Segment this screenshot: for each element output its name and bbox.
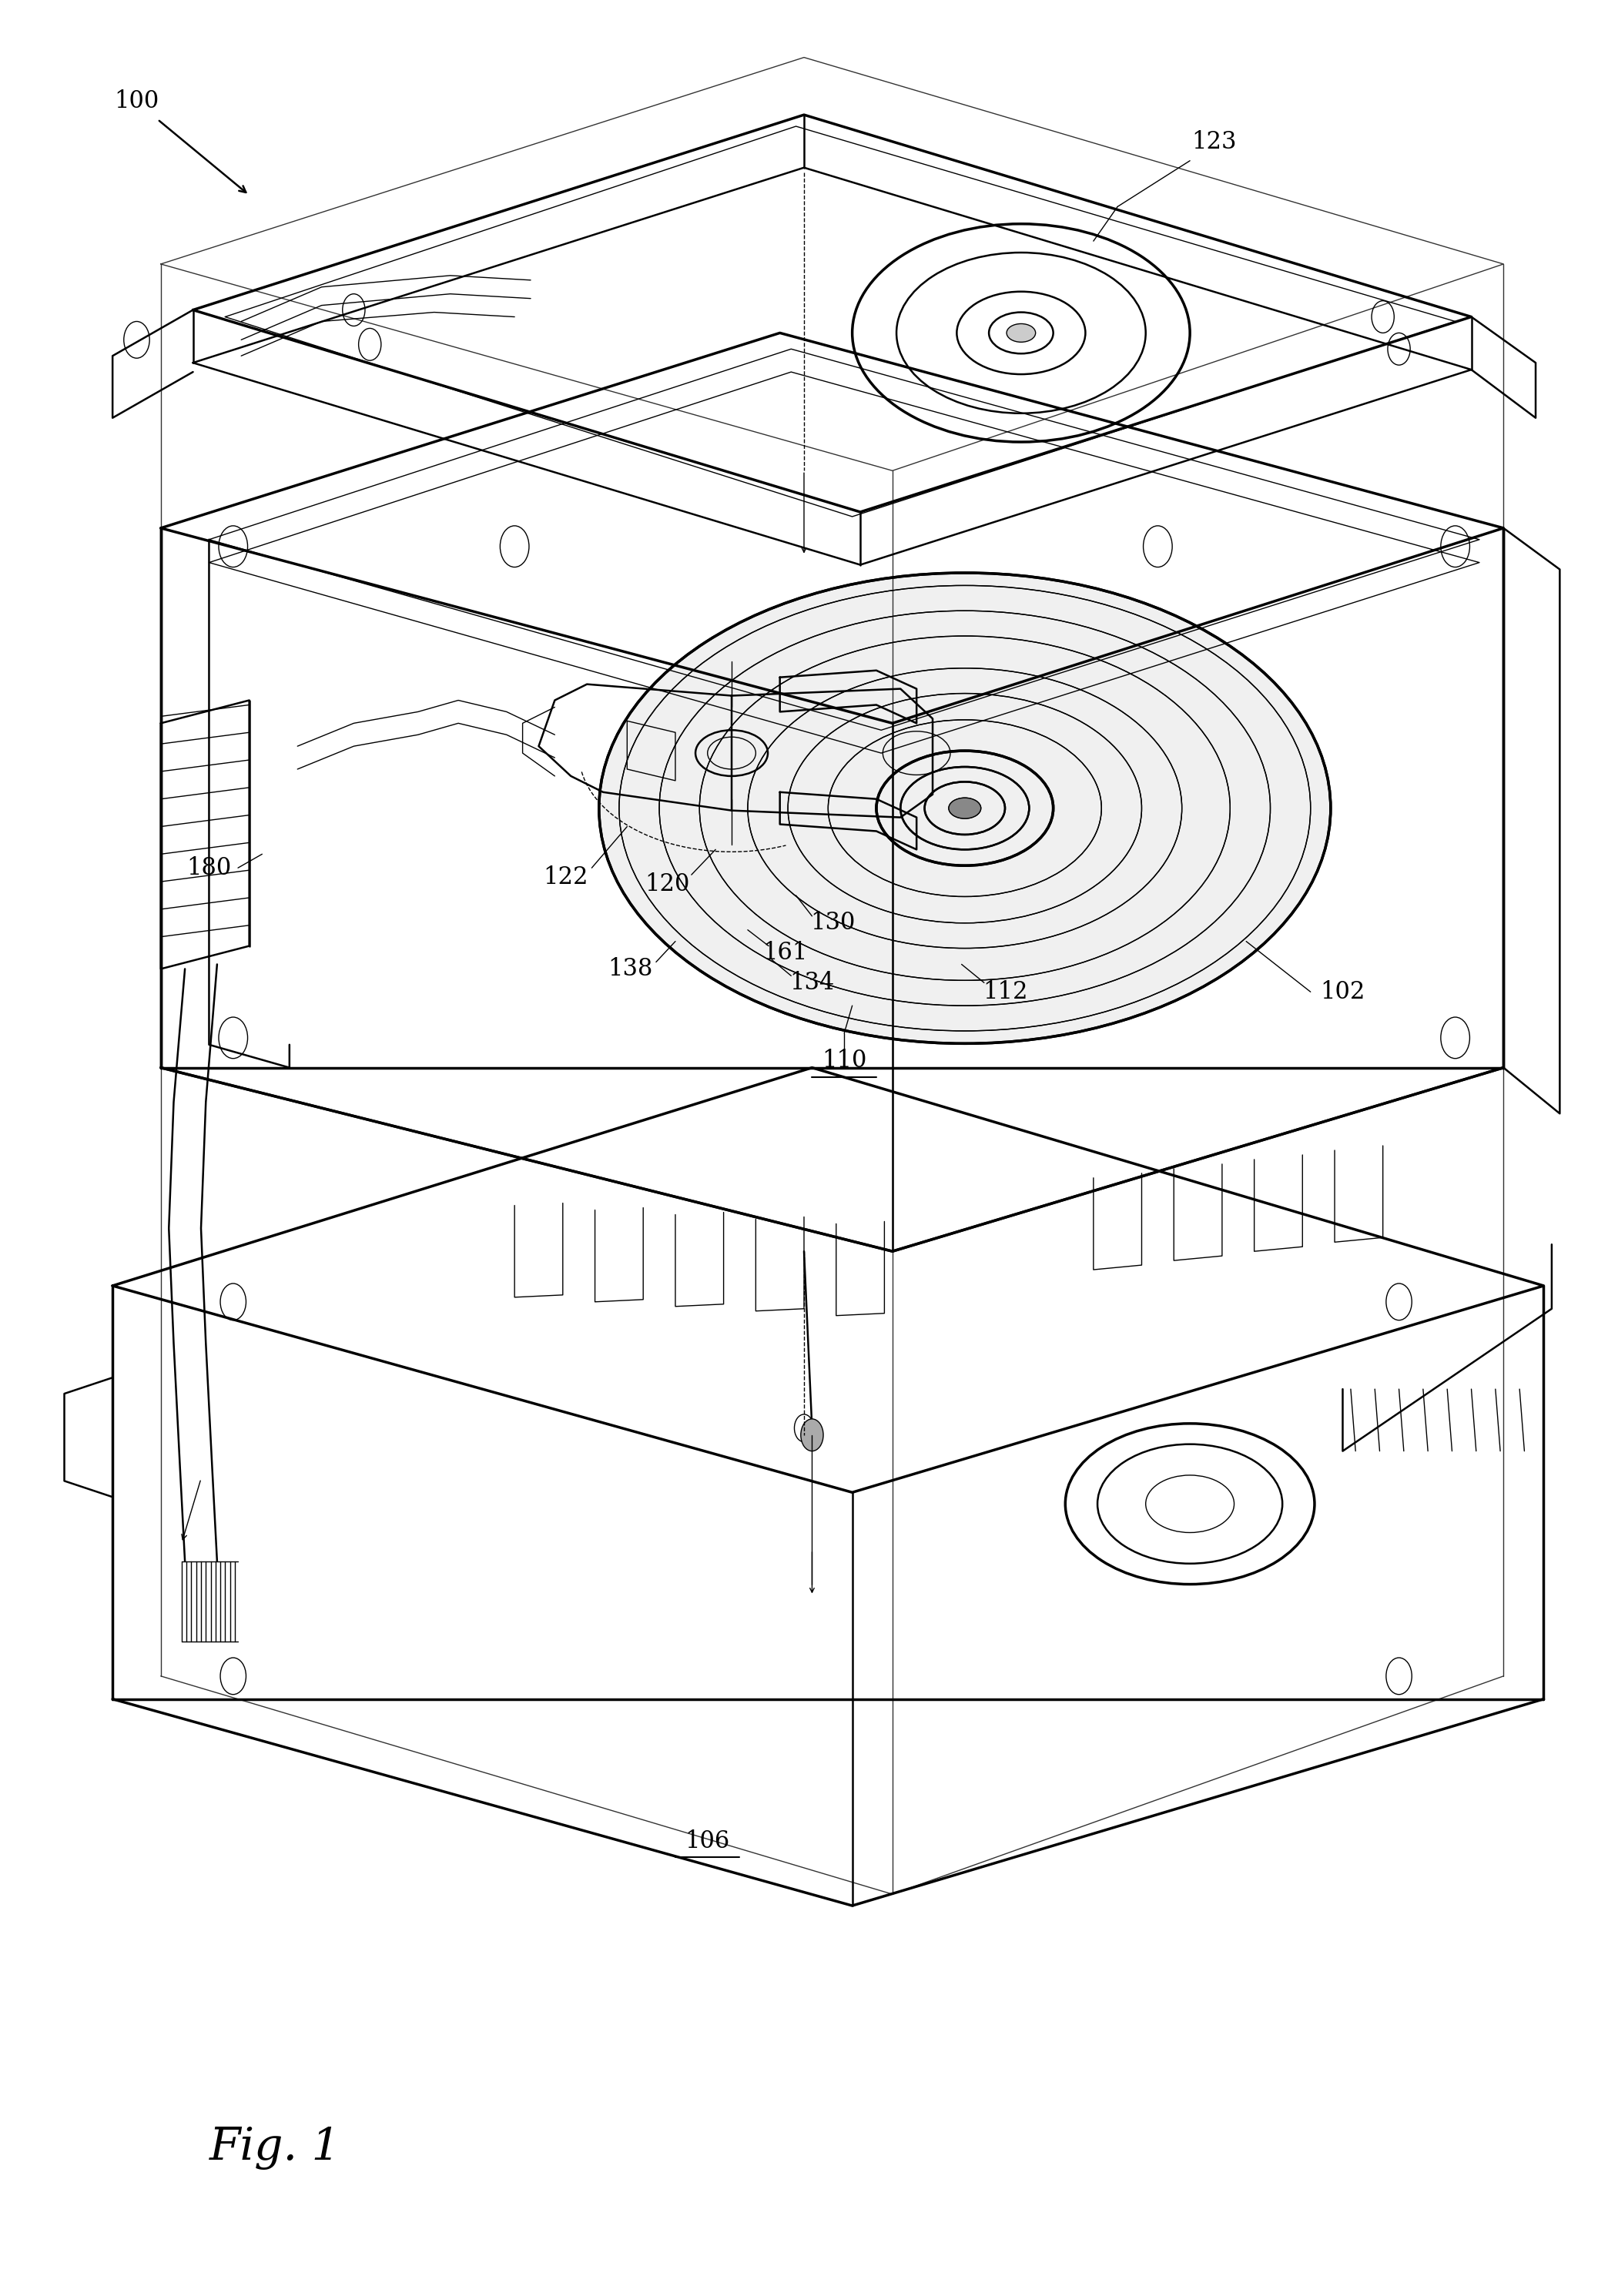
Text: 180: 180	[187, 856, 232, 879]
Text: 102: 102	[1320, 980, 1365, 1003]
Text: 106: 106	[685, 1830, 730, 1853]
Text: 110: 110	[822, 1049, 867, 1072]
Text: 123: 123	[1192, 131, 1237, 154]
Text: 161: 161	[762, 941, 807, 964]
Ellipse shape	[598, 574, 1330, 1042]
Ellipse shape	[949, 799, 981, 820]
Text: 120: 120	[645, 872, 690, 895]
Circle shape	[801, 1419, 823, 1451]
Ellipse shape	[949, 799, 981, 820]
Text: Fig. 1: Fig. 1	[209, 2126, 341, 2170]
Text: 122: 122	[544, 866, 589, 889]
Text: 130: 130	[810, 912, 855, 934]
Text: 112: 112	[982, 980, 1028, 1003]
Ellipse shape	[1007, 324, 1036, 342]
Text: 138: 138	[608, 957, 653, 980]
Text: 100: 100	[114, 90, 159, 113]
Text: 134: 134	[790, 971, 835, 994]
